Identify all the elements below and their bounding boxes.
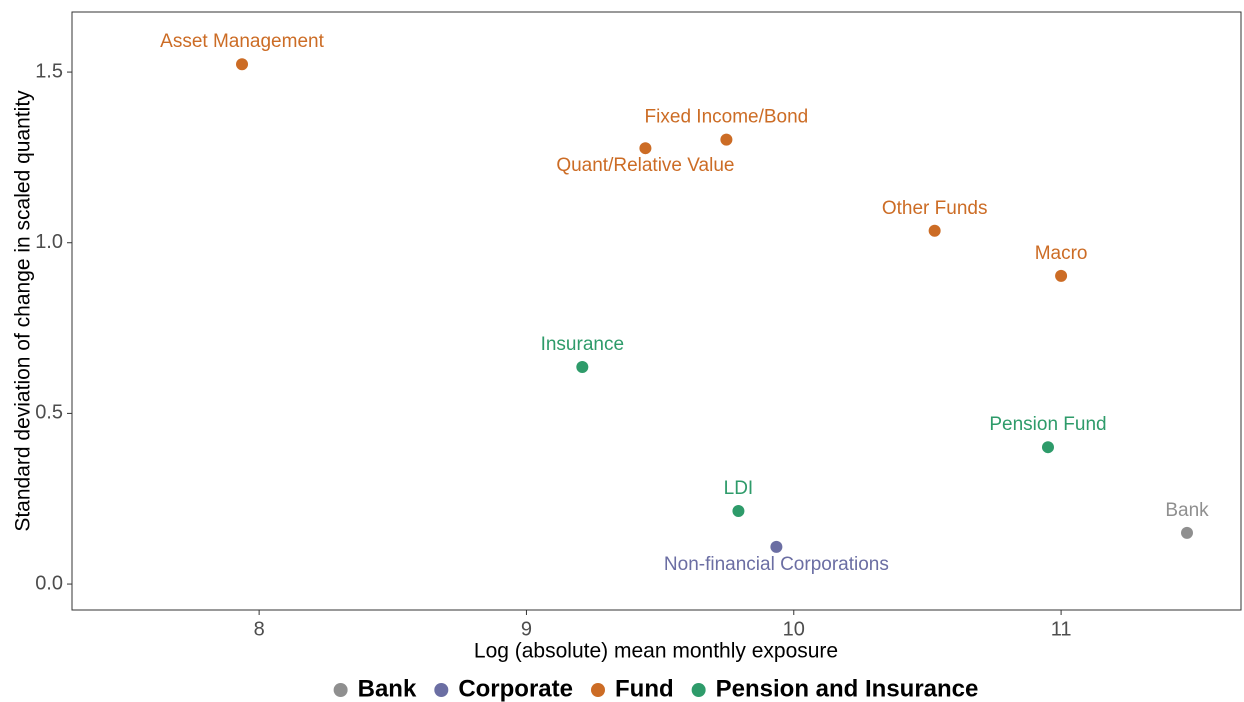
point: [732, 505, 745, 518]
point-label: Quant/Relative Value: [556, 155, 734, 176]
point: [770, 540, 783, 553]
point-label: Asset Management: [160, 31, 324, 52]
x-tick-label: 11: [1051, 618, 1072, 640]
legend-marker: [434, 683, 449, 697]
legend-marker: [333, 683, 348, 697]
x-tick-label: 10: [783, 618, 805, 640]
point-label: Fixed Income/Bond: [645, 107, 809, 128]
y-tick-label: 1.0: [35, 231, 63, 253]
x-tick-label: 8: [254, 618, 265, 640]
legend-label: Pension and Insurance: [716, 675, 979, 702]
y-tick-label: 0.5: [35, 402, 63, 424]
point-label: LDI: [724, 478, 754, 499]
point-label: Bank: [1165, 500, 1209, 521]
point: [236, 58, 249, 71]
y-axis-title: Standard deviation of change in scaled q…: [12, 90, 35, 532]
plot-frame: [71, 11, 1242, 611]
legend-marker: [691, 683, 706, 697]
x-tick-label: 9: [521, 618, 532, 640]
legend-label: Fund: [615, 675, 674, 702]
point: [1181, 526, 1194, 539]
point-label: Insurance: [541, 334, 624, 355]
legend-label: Corporate: [458, 675, 573, 702]
point: [1055, 269, 1068, 282]
y-tick-label: 1.5: [35, 60, 63, 82]
point: [576, 360, 589, 373]
point-label: Non-financial Corporations: [664, 554, 889, 575]
point: [639, 142, 652, 155]
point-label: Other Funds: [882, 198, 988, 219]
point-label: Pension Fund: [989, 414, 1106, 435]
x-axis-title: Log (absolute) mean monthly exposure: [474, 640, 838, 663]
y-tick-label: 0.0: [35, 572, 63, 594]
legend-marker: [591, 683, 605, 697]
point: [1041, 441, 1054, 454]
legend-label: Bank: [358, 675, 417, 702]
point: [928, 224, 941, 237]
point: [720, 133, 733, 146]
point-label: Macro: [1035, 243, 1088, 264]
